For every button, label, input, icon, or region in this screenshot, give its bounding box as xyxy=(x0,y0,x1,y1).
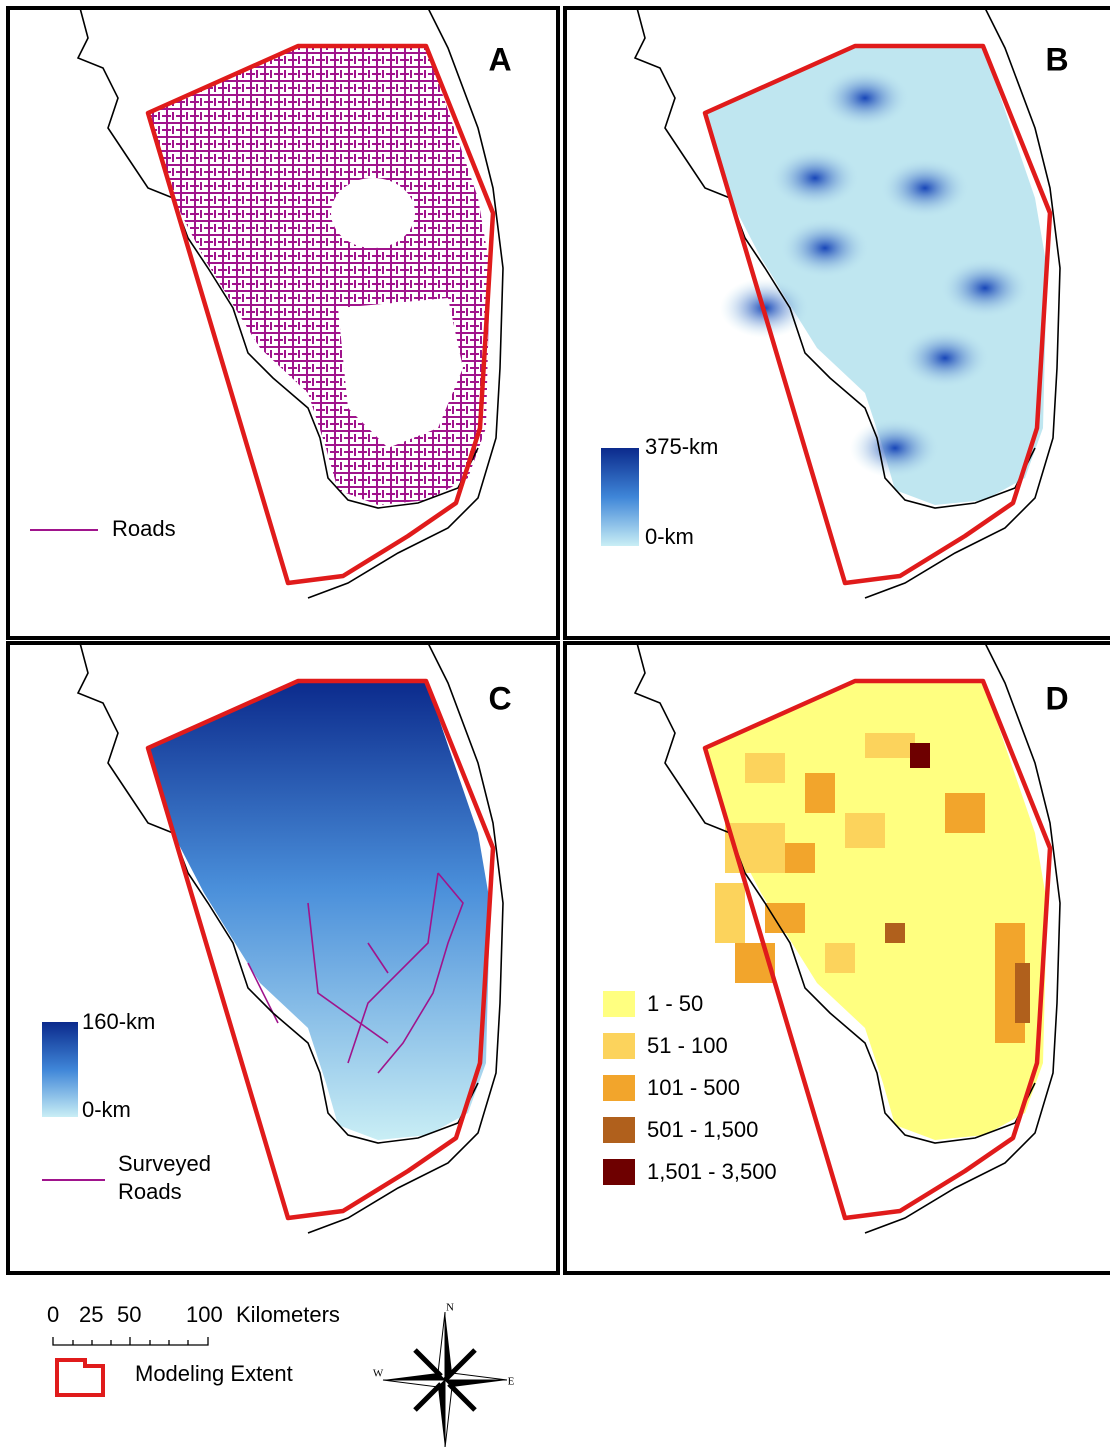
class-swatch xyxy=(603,1033,635,1059)
class-label: 51 - 100 xyxy=(647,1033,728,1058)
scale-tick: 50 xyxy=(117,1302,141,1327)
legend-min: 0-km xyxy=(82,1097,131,1122)
density-patch xyxy=(1015,963,1030,1023)
compass: N E S W xyxy=(373,1302,515,1447)
panel-b: B 375-km 0-km xyxy=(565,8,1110,638)
density-patch xyxy=(885,923,905,943)
legend-label: Surveyed xyxy=(118,1151,211,1176)
class-swatch xyxy=(603,1075,635,1101)
legend-min: 0-km xyxy=(645,524,694,549)
density-patch xyxy=(785,843,815,873)
extent-label: Modeling Extent xyxy=(135,1361,293,1386)
distance-blob xyxy=(880,158,970,218)
class-swatch xyxy=(603,1117,635,1143)
density-patch xyxy=(945,793,985,833)
legend-label: Roads xyxy=(118,1179,182,1204)
scale-tick: 100 xyxy=(186,1302,223,1327)
legend-max: 375-km xyxy=(645,434,718,459)
class-label: 1 - 50 xyxy=(647,991,703,1016)
class-label: 501 - 1,500 xyxy=(647,1117,758,1142)
distance-blob xyxy=(770,148,860,208)
extent-icon xyxy=(57,1360,103,1395)
map-body xyxy=(8,8,558,638)
map-body xyxy=(8,643,558,1273)
compass-n: N xyxy=(446,1302,454,1314)
panel-c: C 160-km 0-km Surveyed Roads xyxy=(8,643,558,1273)
panel-letter: C xyxy=(488,680,511,716)
density-patch xyxy=(745,753,785,783)
legend-gradient xyxy=(601,448,639,546)
panel-letter: B xyxy=(1045,41,1068,77)
lake xyxy=(331,178,415,248)
density-patch xyxy=(805,773,835,813)
panel-a: A Roads xyxy=(8,8,558,638)
scale-bar: 0 25 50 100 Kilometers xyxy=(47,1302,340,1345)
density-patch xyxy=(715,883,745,943)
density-patch xyxy=(765,903,805,933)
density-patch xyxy=(865,733,915,758)
distance-blob xyxy=(900,328,990,388)
extent-legend: Modeling Extent xyxy=(57,1360,293,1395)
compass-e: E xyxy=(508,1376,515,1388)
panel-d: D 1 - 50 51 - 100 101 - 500 501 - 1,500 1,50… xyxy=(565,643,1110,1273)
class-label: 101 - 500 xyxy=(647,1075,740,1100)
panel-letter: D xyxy=(1045,680,1068,716)
class-label: 1,501 - 3,500 xyxy=(647,1159,777,1184)
scale-unit: Kilometers xyxy=(236,1302,340,1327)
density-patch xyxy=(845,813,885,848)
scale-tick: 25 xyxy=(79,1302,103,1327)
legend-gradient xyxy=(42,1022,78,1117)
figure: A Roads B 375-km 0-km C 160-km 0-km Surv… xyxy=(0,0,1110,1447)
map-panels: A Roads B 375-km 0-km C 160-km 0-km Surv… xyxy=(8,8,1110,1273)
scale-line xyxy=(53,1337,208,1345)
density-patch xyxy=(825,943,855,973)
class-swatch xyxy=(603,1159,635,1185)
class-swatch xyxy=(603,991,635,1017)
compass-w: W xyxy=(373,1368,384,1380)
legend-label: Roads xyxy=(112,516,176,541)
density-patch xyxy=(910,743,930,768)
distance-blob xyxy=(820,68,910,128)
scale-tick: 0 xyxy=(47,1302,59,1327)
panel-letter: A xyxy=(488,41,511,77)
distance-blob xyxy=(850,418,940,478)
distance-blob xyxy=(780,218,870,278)
distance-blob xyxy=(940,258,1030,318)
legend-max: 160-km xyxy=(82,1009,155,1034)
